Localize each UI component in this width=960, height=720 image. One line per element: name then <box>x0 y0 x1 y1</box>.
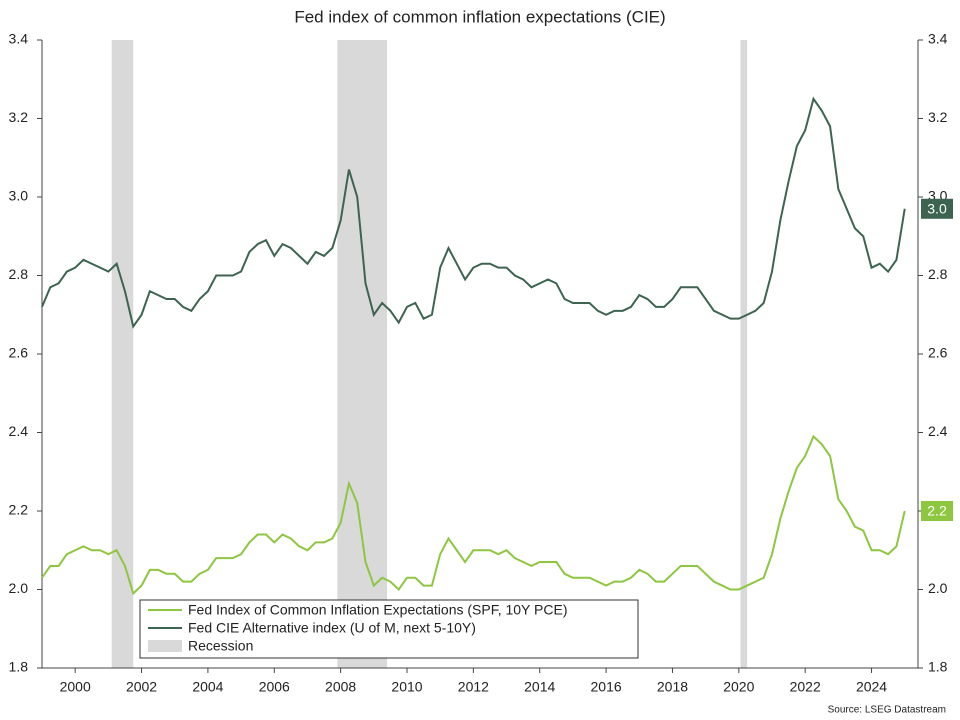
y-tick-label: 2.0 <box>9 580 29 596</box>
source: Source: LSEG Datastream <box>828 705 946 716</box>
legend-swatch <box>148 640 182 652</box>
x-tick-label: 2024 <box>856 679 887 695</box>
y2-tick-label: 3.4 <box>928 31 948 47</box>
x-tick-label: 2018 <box>657 679 688 695</box>
end-label-box <box>921 198 953 219</box>
legend-label: Recession <box>188 638 253 654</box>
series-line <box>41 96 906 329</box>
x-tick-label: 2022 <box>790 679 821 695</box>
x-tick-label: 2016 <box>591 679 622 695</box>
y2-tick-label: 2.4 <box>928 423 948 439</box>
end-label-box <box>921 501 953 521</box>
recession-band <box>111 40 134 668</box>
y-tick-label: 3.4 <box>9 31 29 47</box>
y-tick-label: 1.8 <box>9 659 29 675</box>
y-tick-label: 2.8 <box>9 266 29 282</box>
end-label: 2.2 <box>927 503 947 519</box>
y2-tick-label: 3.2 <box>928 109 948 125</box>
recession-band <box>337 40 388 668</box>
series-line <box>41 434 906 596</box>
legend: Fed Index of Common Inflation Expectatio… <box>139 599 639 659</box>
recession-band <box>740 40 748 668</box>
x-tick-label: 2010 <box>391 679 422 695</box>
x-tick-label: 2014 <box>524 679 555 695</box>
y-tick-label: 2.2 <box>9 502 29 518</box>
y-tick-label: 2.4 <box>9 423 29 439</box>
legend-box <box>139 599 639 659</box>
y2-tick-label: 2.8 <box>928 266 948 282</box>
x-tick-label: 2020 <box>723 679 754 695</box>
y-tick-label: 2.6 <box>9 345 29 361</box>
y2-tick-label: 1.8 <box>928 659 948 675</box>
legend-label: Fed Index of Common Inflation Expectatio… <box>188 602 567 618</box>
x-tick-label: 2000 <box>60 679 91 695</box>
x-tick-label: 2004 <box>192 679 223 695</box>
x-tick-label: 2002 <box>126 679 157 695</box>
legend-label: Fed CIE Alternative index (U of M, next … <box>188 620 476 636</box>
chart-title: Fed index of common inflation expectatio… <box>294 7 665 26</box>
x-tick-label: 2012 <box>458 679 489 695</box>
y-tick-label: 3.2 <box>9 109 29 125</box>
x-tick-label: 2008 <box>325 679 356 695</box>
x-tick-label: 2006 <box>259 679 290 695</box>
y-tick-label: 3.0 <box>9 188 29 204</box>
end-label: 3.0 <box>927 200 947 216</box>
y2-tick-label: 2.0 <box>928 580 948 596</box>
y2-tick-label: 2.6 <box>928 345 948 361</box>
